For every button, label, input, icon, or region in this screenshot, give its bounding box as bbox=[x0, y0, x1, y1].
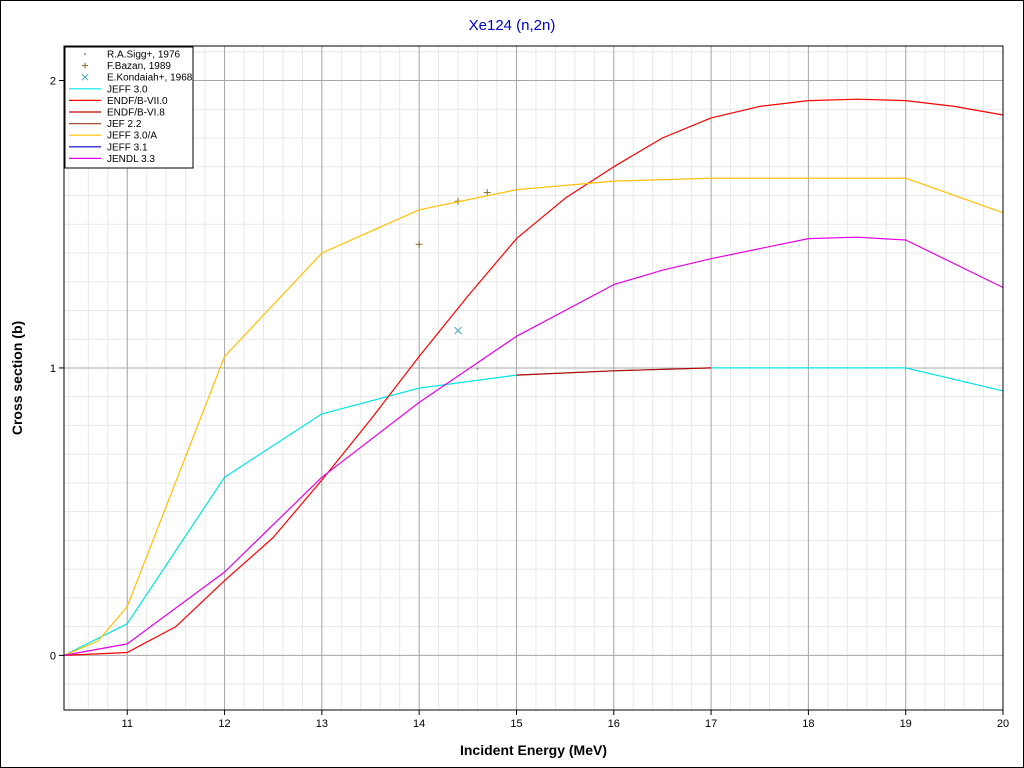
series-line-endf-b-vii-0 bbox=[63, 98, 1004, 656]
x-tick-label: 19 bbox=[900, 718, 912, 730]
x-tick-label: 11 bbox=[122, 718, 133, 730]
x-axis-ticks: 11 12 13 14 15 16 17 18 19 20 bbox=[122, 710, 1009, 730]
y-tick-label: 0 bbox=[50, 650, 56, 662]
plot-area-border bbox=[63, 45, 1004, 711]
x-tick-label: 14 bbox=[413, 718, 425, 730]
x-tick-label: 20 bbox=[997, 718, 1009, 730]
data-point-e-kondaiah-1968 bbox=[454, 326, 462, 335]
x-tick-label: 12 bbox=[218, 718, 230, 730]
legend-entry: ENDF/B-VII.0 bbox=[107, 96, 168, 107]
data-point-r-a-sigg-1976 bbox=[476, 367, 479, 370]
legend-entry: JEFF 3.0 bbox=[107, 84, 148, 95]
legend-entry: F.Bazan, 1989 bbox=[107, 61, 171, 72]
series-line-endf-b-vi-8 bbox=[516, 367, 712, 376]
minor-grid bbox=[64, 46, 1004, 710]
series-line-jeff-3-0-a bbox=[63, 177, 1004, 656]
legend-entry: JEFF 3.0/A bbox=[107, 131, 157, 142]
x-tick-label: 17 bbox=[705, 718, 717, 730]
legend-entry: JEF 2.2 bbox=[107, 119, 142, 130]
series-line-jendl-3-3 bbox=[63, 236, 1004, 656]
y-tick-label: 2 bbox=[50, 75, 56, 87]
x-axis-title: Incident Energy (MeV) bbox=[460, 742, 607, 758]
legend-box bbox=[64, 46, 194, 169]
x-tick-label: 18 bbox=[802, 718, 814, 730]
x-tick-label: 13 bbox=[316, 718, 328, 730]
y-axis-ticks: 0 1 2 bbox=[50, 75, 64, 662]
y-tick-label: 1 bbox=[50, 363, 56, 375]
legend-swatch bbox=[81, 73, 89, 81]
x-tick-label: 15 bbox=[510, 718, 522, 730]
legend-entry: E.Kondaiah+, 1968 bbox=[107, 73, 193, 84]
y-axis-title: Cross section (b) bbox=[9, 321, 25, 435]
legend-entry: ENDF/B-VI.8 bbox=[107, 108, 165, 119]
legend-entry: JEFF 3.1 bbox=[107, 142, 148, 153]
legend-entry: R.A.Sigg+, 1976 bbox=[107, 50, 181, 61]
chart-title: Xe124 (n,2n) bbox=[469, 17, 556, 34]
legend-entry: JENDL 3.3 bbox=[107, 154, 155, 165]
x-tick-label: 16 bbox=[608, 718, 620, 730]
plot-series bbox=[63, 98, 1004, 656]
legend-swatch bbox=[84, 53, 86, 55]
